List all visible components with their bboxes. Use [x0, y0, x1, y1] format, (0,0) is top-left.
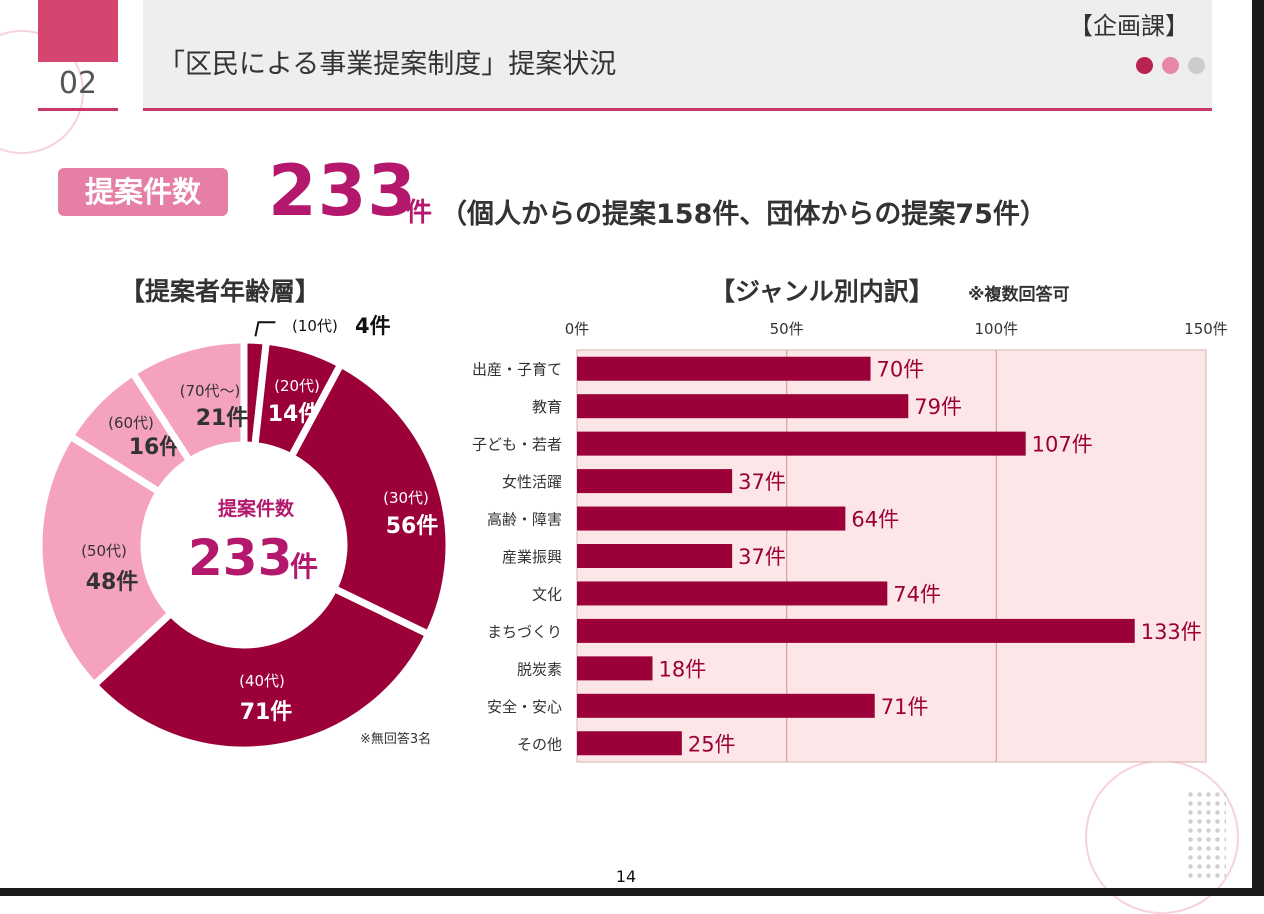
age-chart-note: ※無回答3名 [360, 732, 432, 747]
bar-value-label: 71件 [881, 695, 929, 719]
bar-6 [577, 581, 888, 606]
pie-value-label: 56件 [386, 514, 439, 539]
viewer-frame [0, 888, 1264, 896]
pie-slice-label: (10代) [292, 317, 338, 335]
progress-dot-icon [1188, 57, 1205, 74]
total-unit: 件 [406, 198, 433, 228]
pie-value-label: 21件 [196, 406, 249, 431]
bar-5 [577, 544, 733, 568]
donut-center-unit: 件 [290, 550, 318, 583]
bar-value-label: 37件 [738, 470, 786, 494]
bar-category-label: 教育 [532, 398, 562, 416]
bar-category-label: 文化 [532, 585, 562, 603]
page-title: 「区民による事業提案制度」提案状況 [158, 49, 617, 80]
bar-9 [577, 693, 875, 718]
pie-slice-label: (20代) [274, 377, 320, 395]
donut-center-value: 233 [188, 529, 292, 587]
bar-value-label: 107件 [1032, 433, 1093, 457]
total-badge: 提案件数 [58, 168, 228, 216]
bar-axis-tick-label: 150件 [1184, 320, 1228, 338]
bar-value-label: 64件 [851, 508, 899, 532]
age-chart-title: 【提案者年齢層】 [120, 277, 321, 306]
bar-8 [577, 656, 653, 681]
donut-center-label: 提案件数 [218, 497, 295, 520]
bar-category-label: 高齢・障害 [487, 511, 562, 529]
header-bar [143, 0, 1212, 108]
bar-category-label: 産業振興 [502, 548, 562, 566]
bar-category-label: まちづくり [487, 623, 562, 641]
header-underline [143, 108, 1212, 111]
total-count: 233 [268, 150, 418, 232]
bar-axis-tick-label: 100件 [975, 320, 1019, 338]
department-label: 【企画課】 [1069, 12, 1189, 40]
bar-2 [577, 431, 1026, 456]
bar-value-label: 18件 [658, 657, 706, 681]
bar-value-label: 25件 [688, 732, 736, 756]
section-underline [38, 108, 118, 111]
decorative-dot-grid [1186, 790, 1226, 880]
pie-slice [127, 336, 248, 466]
bar-category-label: 出産・子育て [472, 361, 562, 379]
genre-chart-note: ※複数回答可 [968, 285, 1070, 305]
pie-slice-label: (40代) [239, 672, 285, 690]
bar-value-label: 133件 [1141, 620, 1202, 644]
pie-slice [286, 359, 453, 639]
bar-category-label: 女性活躍 [502, 473, 562, 491]
progress-dot-icon [1136, 57, 1153, 74]
bar-category-label: 子ども・若者 [472, 436, 562, 454]
page-number: 14 [615, 867, 637, 886]
pie-value-label: 71件 [240, 700, 293, 725]
bar-7 [577, 618, 1135, 643]
pie-slice-label: (30代) [383, 489, 429, 507]
bar-value-label: 74件 [893, 582, 941, 606]
pie-slice [35, 431, 176, 690]
bar-axis-tick-label: 50件 [770, 320, 804, 338]
bar-4 [577, 506, 846, 531]
bar-3 [577, 469, 733, 494]
viewer-frame [1252, 0, 1264, 896]
bar-10 [577, 731, 682, 756]
pie-value-label: 4件 [355, 314, 391, 338]
bar-0 [577, 356, 871, 381]
bar-axis-tick-label: 0件 [565, 320, 590, 338]
bar-category-label: 安全・安心 [487, 698, 562, 716]
pie-slice [89, 583, 434, 754]
pie-slice-label: (70代～) [180, 382, 241, 400]
bar-category-label: 脱炭素 [517, 660, 562, 678]
genre-chart-title: 【ジャンル別内訳】 [710, 277, 934, 306]
progress-dot-icon [1162, 57, 1179, 74]
pie-slice-label: (60代) [108, 414, 154, 432]
pie-leader-line [254, 321, 276, 337]
pie-slice-label: (50代) [81, 542, 127, 560]
bar-1 [577, 394, 909, 419]
total-breakdown: （個人からの提案158件、団体からの提案75件） [440, 199, 1047, 230]
pie-value-label: 48件 [86, 570, 139, 595]
section-marker [38, 0, 118, 62]
bar-value-label: 37件 [738, 545, 786, 569]
bar-value-label: 70件 [877, 358, 925, 382]
bar-category-label: その他 [517, 735, 562, 753]
bar-value-label: 79件 [914, 395, 962, 419]
section-number: 02 [58, 66, 98, 101]
